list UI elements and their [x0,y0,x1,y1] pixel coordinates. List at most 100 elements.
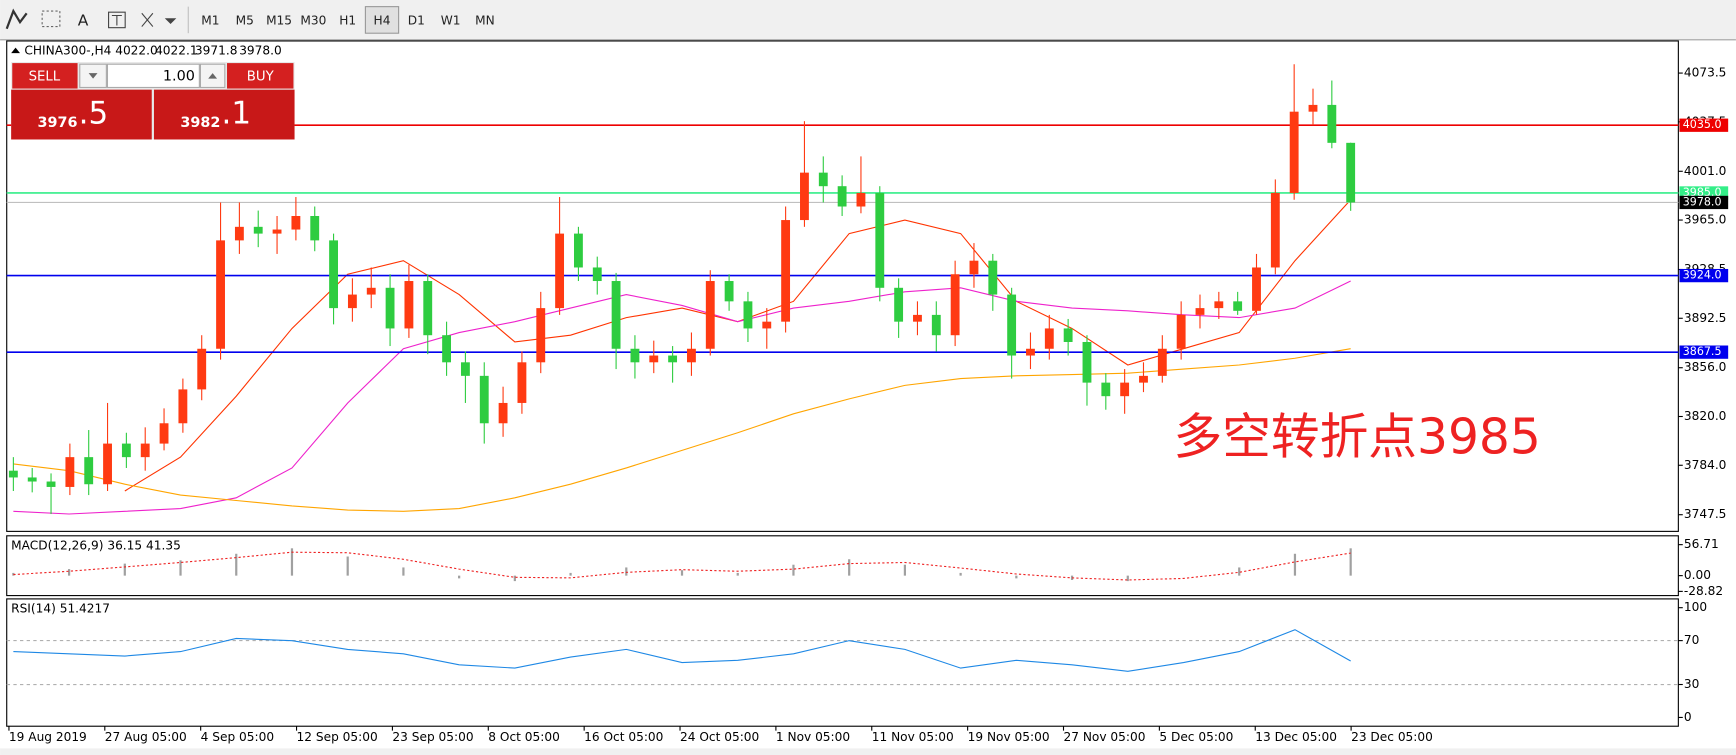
candle-body [950,274,960,336]
sell-price-box[interactable] [11,89,152,140]
buy-price-box[interactable] [153,89,295,140]
candle-body [592,267,602,282]
header-value: 3978.0 [239,43,282,57]
candle-body [781,220,791,322]
candle-body [498,402,508,424]
candle-body [460,362,470,376]
text-tool[interactable]: A [78,12,89,30]
ask-small: 3982 [180,115,220,131]
candle-body [1346,142,1356,203]
x-tick-label: 13 Dec 05:00 [1255,730,1337,744]
panel-frame [6,40,1679,532]
timeframe-button[interactable]: M15 [266,14,292,28]
y-tick-label: 0.00 [1684,568,1711,582]
timeframe-button[interactable]: M30 [300,14,326,28]
y-tick-label: 3747.5 [1684,507,1727,521]
candle-body [84,457,94,485]
chart-type-icon[interactable] [5,8,28,30]
candle-body [762,321,772,329]
chart-title: CHINA300-,H4 [24,43,111,57]
header-value: 3971.8 [195,43,238,57]
price-level-box [1679,195,1729,210]
candle-body [1252,267,1261,311]
candle-body [517,362,527,403]
timeframe-button[interactable]: W1 [441,14,461,28]
annotation: 多空转折点3985 [1174,410,1541,466]
x-tick-label: 23 Dec 05:00 [1351,730,1433,744]
buy-label: BUY [247,69,275,84]
trade-panel: SELL 1.00 BUY 3976 .5 3982 .1 [11,61,295,140]
x-tick-label: 27 Nov 05:00 [1064,730,1146,744]
candle-body [913,314,922,322]
candle-body [272,229,282,234]
toolbar-bg [0,0,1736,40]
x-tick-label: 12 Sep 05:00 [297,730,378,744]
candle-body [536,308,546,363]
candle-body [347,294,357,309]
price-level-label: 3867.5 [1683,345,1722,358]
ask-big: .1 [221,96,251,132]
candle-body [1289,111,1299,193]
panel-frame [6,598,1679,727]
header-value: 4022.1 [155,43,198,57]
timeframe-button[interactable]: H1 [339,14,356,28]
candle-body [1176,314,1186,349]
collapse-icon[interactable] [11,47,21,54]
y-tick-label: 0 [1684,710,1692,724]
x-tick-label: 23 Sep 05:00 [392,730,473,744]
x-tick-label: 5 Dec 05:00 [1159,730,1233,744]
macd-signal [13,551,1351,581]
candle-body [988,260,998,295]
macd-title: MACD(12,26,9) 36.15 41.35 [11,538,181,552]
candle-body [555,233,565,309]
y-tick-label: 100 [1684,600,1707,614]
x-tick-label: 19 Nov 05:00 [968,730,1050,744]
candle-body [366,287,376,295]
x-tick-label: 24 Oct 05:00 [680,730,759,744]
toolbar: A M1 M5 M15 M30 H1 H4 D1 W1 MN [0,0,1736,41]
candle-body [875,192,885,288]
candle-body [1195,308,1205,315]
candle-body [1270,192,1280,268]
candle-body [1044,328,1054,349]
candle-body [931,314,941,336]
timeframe-button[interactable]: M5 [236,14,254,28]
price-level-label: 3978.0 [1683,195,1722,208]
candle-body [818,172,828,187]
buy-button[interactable] [227,63,294,89]
candle-body [479,375,489,424]
candle-body [442,335,452,363]
candle-body [1120,382,1130,397]
sell-button[interactable] [12,63,78,89]
timeframe-button[interactable]: D1 [408,14,425,28]
grid-icon[interactable] [41,10,61,28]
candle-body [121,443,131,458]
candle-body [291,215,301,230]
label-tool[interactable] [108,11,126,29]
timeframe-button[interactable]: M1 [201,14,219,28]
candle-body [27,477,37,482]
y-tick-label: 3820.0 [1684,409,1727,423]
y-tick-label: 4001.0 [1684,164,1727,178]
volume-input[interactable] [106,63,200,89]
y-tick-label: 4073.5 [1684,66,1727,80]
candle-body [649,355,659,363]
timeframe-button[interactable]: MN [475,14,495,28]
candle-body [969,260,979,275]
y-tick-label: 3784.0 [1684,458,1727,472]
x-tick-label: 19 Aug 2019 [9,730,87,744]
candle-body [743,301,753,329]
arrows-tool[interactable] [141,12,177,27]
candle-body [705,281,715,349]
moving-average [13,280,1351,515]
price-level-box [1679,268,1729,283]
candle-body [1233,301,1243,311]
candle-body [687,348,696,363]
candle-body [800,172,809,221]
candle-body [404,281,414,329]
y-tick-label: 3892.5 [1684,311,1727,325]
candle-body [329,240,338,309]
timeframe-button[interactable]: H4 [374,14,391,28]
price-level-box [1679,345,1729,359]
bid-big: .5 [79,96,109,132]
